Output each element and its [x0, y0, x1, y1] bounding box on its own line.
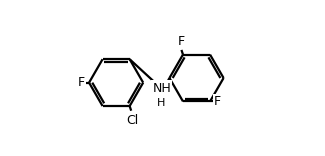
- Text: H: H: [157, 98, 165, 108]
- Text: NH: NH: [152, 82, 171, 95]
- Text: Cl: Cl: [126, 114, 138, 127]
- Text: F: F: [214, 95, 221, 108]
- Text: F: F: [178, 35, 185, 48]
- Text: F: F: [78, 76, 85, 89]
